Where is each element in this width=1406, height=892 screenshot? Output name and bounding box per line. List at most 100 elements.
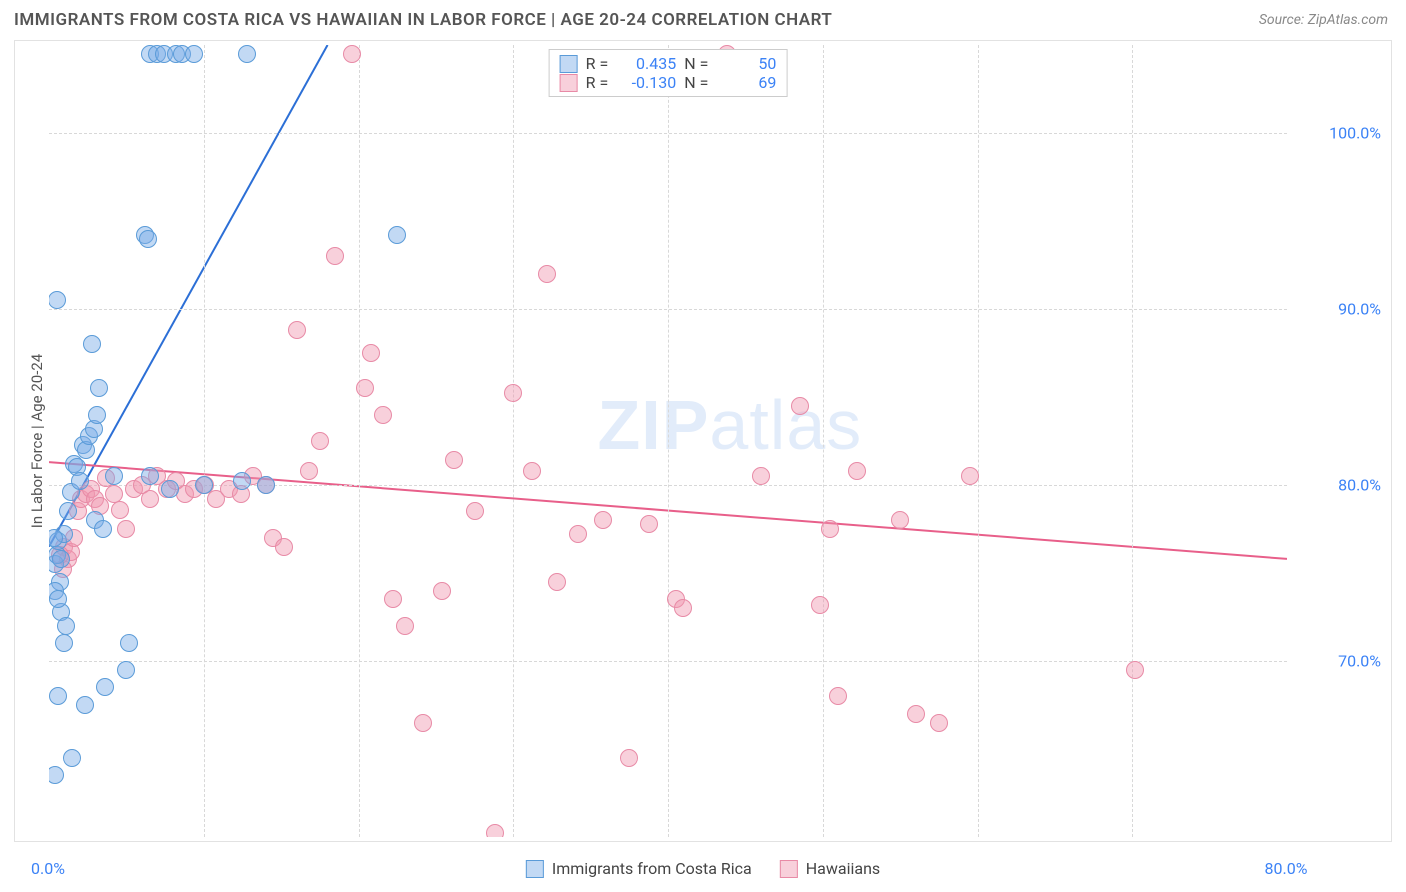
data-point-b [538,265,556,283]
data-point-a [55,634,73,652]
v-gridline [668,45,669,837]
data-point-b [791,397,809,415]
swatch-a [526,860,544,878]
data-point-a [117,661,135,679]
data-point-b [811,596,829,614]
data-point-b [620,749,638,767]
data-point-b [466,502,484,520]
x-tick-label: 80.0% [1265,859,1308,878]
data-point-b [300,462,318,480]
watermark-light: atlas [709,386,862,464]
data-point-b [961,467,979,485]
data-point-b [674,599,692,617]
data-point-b [326,247,344,265]
source-attribution: Source: ZipAtlas.com [1259,12,1388,28]
data-point-b [414,714,432,732]
legend-n-b: 69 [716,73,776,92]
data-point-b [343,45,361,63]
data-point-a [59,502,77,520]
data-point-a [105,467,123,485]
data-point-a [139,230,157,248]
data-point-a [49,590,67,608]
data-point-a [90,379,108,397]
swatch-a [560,55,578,73]
data-point-b [384,590,402,608]
data-point-b [930,714,948,732]
v-gridline [1132,45,1133,837]
data-point-b [640,515,658,533]
data-point-a [388,226,406,244]
data-point-a [120,634,138,652]
data-point-b [141,490,159,508]
data-point-b [848,462,866,480]
y-tick-label: 90.0% [1338,300,1381,319]
y-tick-label: 70.0% [1338,652,1381,671]
data-point-b [356,379,374,397]
data-point-a [257,476,275,494]
v-gridline [978,45,979,837]
data-point-b [486,824,504,837]
legend-item-a: Immigrants from Costa Rica [526,859,752,878]
data-point-a [161,480,179,498]
data-point-b [311,432,329,450]
legend-label-a: Immigrants from Costa Rica [552,859,752,878]
v-gridline [204,45,205,837]
legend-r-a: 0.435 [616,54,676,73]
chart-title: IMMIGRANTS FROM COSTA RICA VS HAWAIIAN I… [14,10,832,30]
legend-row-a: R = 0.435 N = 50 [560,54,777,73]
data-point-a [94,520,112,538]
series-legend: Immigrants from Costa Rica Hawaiians [526,859,880,878]
legend-r-b: -0.130 [616,73,676,92]
v-gridline [823,45,824,837]
swatch-b [560,74,578,92]
legend-row-b: R = -0.130 N = 69 [560,73,777,92]
v-gridline [513,45,514,837]
data-point-a [141,467,159,485]
data-point-b [362,344,380,362]
data-point-a [88,406,106,424]
data-point-b [569,525,587,543]
data-point-b [821,520,839,538]
legend-n-label: N = [684,54,708,73]
data-point-b [288,321,306,339]
data-point-a [57,617,75,635]
data-point-a [49,687,67,705]
data-point-b [504,384,522,402]
x-tick-label: 0.0% [31,859,65,878]
data-point-b [374,406,392,424]
legend-item-b: Hawaiians [780,859,880,878]
data-point-a [63,749,81,767]
data-point-a [49,291,66,309]
data-point-a [52,550,70,568]
data-point-a [233,472,251,490]
data-point-b [829,687,847,705]
data-point-a [49,766,64,784]
data-point-b [396,617,414,635]
data-point-b [907,705,925,723]
data-point-b [275,538,293,556]
legend-n-label: N = [684,73,708,92]
data-point-b [752,467,770,485]
data-point-b [117,520,135,538]
regression-line-a [49,45,328,547]
title-bar: IMMIGRANTS FROM COSTA RICA VS HAWAIIAN I… [0,0,1406,36]
data-point-b [548,573,566,591]
swatch-b [780,860,798,878]
data-point-a [96,678,114,696]
watermark-bold: ZIP [598,386,710,464]
legend-n-a: 50 [716,54,776,73]
data-point-b [523,462,541,480]
data-point-b [1126,661,1144,679]
chart-area: In Labor Force | Age 20-24 ZIPatlas R = … [14,40,1392,842]
data-point-b [433,582,451,600]
plot-region: ZIPatlas R = 0.435 N = 50 R = -0.130 N =… [49,45,1287,837]
legend-r-label: R = [586,54,609,73]
data-point-a [83,335,101,353]
legend-r-label: R = [586,73,609,92]
correlation-legend: R = 0.435 N = 50 R = -0.130 N = 69 [549,49,788,97]
data-point-b [594,511,612,529]
data-point-a [185,45,203,63]
y-axis-title: In Labor Force | Age 20-24 [28,354,46,528]
data-point-a [76,696,94,714]
y-tick-label: 80.0% [1338,476,1381,495]
